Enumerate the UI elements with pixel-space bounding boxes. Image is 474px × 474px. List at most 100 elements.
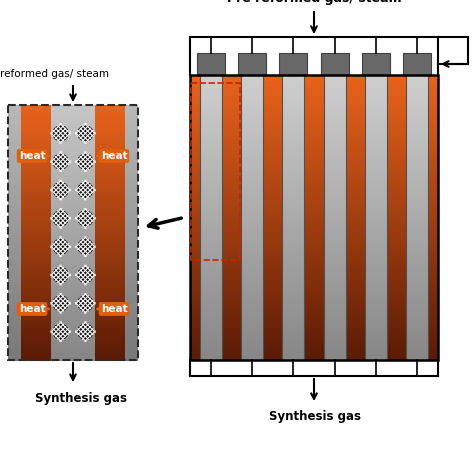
Bar <box>197 53 225 75</box>
Bar <box>190 171 438 176</box>
Bar <box>365 200 387 204</box>
Bar <box>190 282 438 286</box>
Bar <box>365 157 387 162</box>
Bar <box>8 264 21 269</box>
Bar <box>365 189 387 193</box>
Bar <box>125 130 138 135</box>
Bar <box>8 188 21 192</box>
Bar <box>241 239 263 244</box>
Bar <box>51 261 95 265</box>
Bar <box>8 242 21 246</box>
Bar <box>8 252 21 256</box>
Bar <box>241 218 263 222</box>
Bar <box>200 189 222 193</box>
Bar <box>200 207 222 211</box>
Bar <box>8 271 138 275</box>
Bar <box>190 338 438 343</box>
Bar <box>8 128 138 131</box>
Bar <box>283 75 304 80</box>
Bar <box>241 110 263 115</box>
Bar <box>125 229 138 234</box>
Bar <box>8 185 21 189</box>
Bar <box>283 207 304 211</box>
Bar <box>8 328 138 332</box>
Bar <box>51 337 95 342</box>
Bar <box>406 314 428 318</box>
Bar <box>51 172 95 176</box>
Bar <box>51 309 95 313</box>
Bar <box>365 168 387 172</box>
Bar <box>324 310 346 315</box>
Bar <box>200 96 222 101</box>
Bar <box>365 307 387 311</box>
Bar <box>365 182 387 186</box>
Bar <box>241 154 263 158</box>
Bar <box>190 93 438 97</box>
Bar <box>190 189 438 193</box>
Bar <box>51 229 95 234</box>
Bar <box>200 110 222 115</box>
Bar <box>283 118 304 122</box>
Bar <box>51 207 95 211</box>
Bar <box>241 228 263 233</box>
Bar <box>125 115 138 119</box>
Bar <box>200 175 222 179</box>
Bar <box>283 128 304 133</box>
Bar <box>365 353 387 357</box>
Bar <box>200 118 222 122</box>
Bar <box>324 214 346 219</box>
Bar <box>241 79 263 83</box>
Bar <box>200 100 222 104</box>
Bar <box>406 335 428 340</box>
Bar <box>125 264 138 269</box>
Bar <box>283 335 304 340</box>
Bar <box>125 300 138 304</box>
Bar <box>125 354 138 358</box>
Bar <box>283 168 304 172</box>
Bar <box>190 349 438 354</box>
Bar <box>51 204 95 208</box>
Bar <box>190 125 438 129</box>
Bar <box>125 306 138 310</box>
Bar <box>125 274 138 278</box>
Bar <box>406 271 428 275</box>
Bar <box>51 274 95 278</box>
Bar <box>283 164 304 169</box>
Bar <box>125 328 138 332</box>
Bar <box>8 296 21 301</box>
Bar <box>8 213 138 218</box>
Bar <box>51 341 95 345</box>
Bar <box>8 248 21 253</box>
Bar <box>51 347 95 351</box>
Bar <box>324 278 346 283</box>
Circle shape <box>53 211 68 226</box>
Bar <box>283 278 304 283</box>
Bar <box>324 118 346 122</box>
Bar <box>324 164 346 169</box>
Bar <box>190 178 438 183</box>
Circle shape <box>53 126 68 141</box>
Bar <box>283 218 304 222</box>
Bar <box>406 132 428 137</box>
Bar <box>8 150 138 154</box>
Bar <box>190 274 438 279</box>
Bar <box>283 324 304 329</box>
Bar <box>125 283 138 288</box>
Bar <box>8 226 138 230</box>
Bar <box>190 168 438 172</box>
Bar <box>190 232 438 237</box>
Bar <box>190 114 438 119</box>
Bar <box>241 171 263 176</box>
Bar <box>125 350 138 355</box>
Bar <box>8 300 138 304</box>
Bar <box>406 250 428 254</box>
Bar <box>241 128 263 133</box>
Bar <box>51 159 95 164</box>
Bar <box>190 82 438 87</box>
Bar <box>406 274 428 279</box>
Bar <box>200 335 222 340</box>
Bar <box>190 310 438 315</box>
Bar <box>190 146 438 151</box>
Bar <box>8 350 138 355</box>
Bar <box>200 157 222 162</box>
